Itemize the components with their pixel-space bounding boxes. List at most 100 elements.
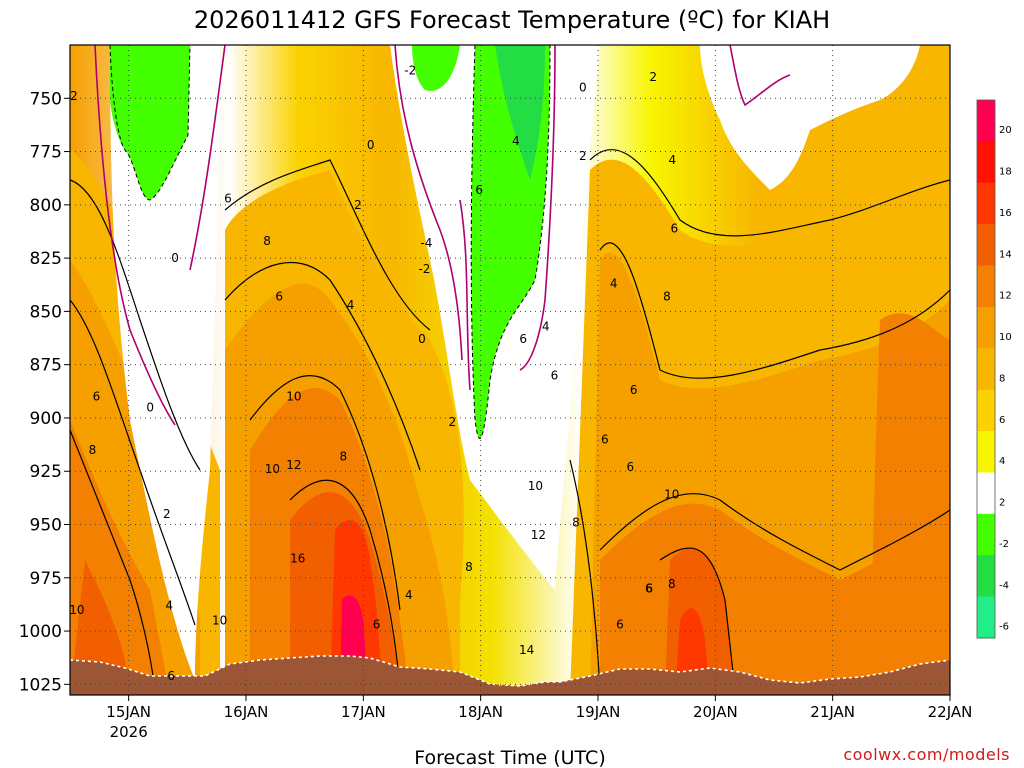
y-tick-label: 950 bbox=[30, 516, 62, 536]
zero-contour bbox=[394, 45, 463, 361]
contour-label: 6 bbox=[626, 460, 634, 474]
y-axis: 750 775 800 825 850 875 900 925 950 975 1000 1025 bbox=[19, 89, 70, 695]
contour-line bbox=[589, 149, 950, 237]
contour-label: 10 bbox=[286, 390, 301, 404]
colorbar-label: 20 bbox=[999, 125, 1012, 136]
contour-label: 16 bbox=[290, 552, 305, 566]
contour-label: 6 bbox=[475, 183, 483, 197]
colorbar: 20 18 16 14 12 10 8 6 4 2 -2 -4 -6 bbox=[976, 99, 1012, 639]
colorbar-label: 2 bbox=[999, 498, 1005, 509]
contour-line bbox=[224, 262, 421, 471]
late-band-east bbox=[870, 313, 950, 695]
zero-contour bbox=[189, 45, 226, 271]
y-tick-label: 750 bbox=[30, 89, 62, 109]
colorbar-label: -6 bbox=[999, 622, 1009, 633]
y-tick-label: 975 bbox=[30, 569, 62, 589]
colorbar-swatch bbox=[977, 224, 995, 267]
colorbar-label: 12 bbox=[999, 291, 1012, 302]
contour-label: 6 bbox=[519, 332, 527, 346]
contour-label: 8 bbox=[339, 449, 347, 463]
contour-label: 8 bbox=[572, 515, 580, 529]
contour-label: -2 bbox=[418, 262, 430, 276]
contour-line bbox=[70, 429, 156, 691]
colorbar-swatch bbox=[977, 431, 995, 473]
contour-fields: 2 0 0 6 8 10 2 4 6 6 8 6 10 10 12 10 16 8 4 2 0 -2 -4 -2 0 2 4 6 6 4 6… bbox=[70, 45, 950, 695]
colorbar-swatch bbox=[977, 265, 995, 308]
contour-label: 8 bbox=[663, 289, 671, 303]
contour-label: 10 bbox=[265, 462, 280, 476]
contour-label: 14 bbox=[519, 643, 534, 657]
contour-line bbox=[224, 159, 431, 331]
contour-label: 6 bbox=[224, 191, 232, 205]
colorbar-label: 4 bbox=[999, 456, 1005, 467]
colorbar-label: -2 bbox=[999, 539, 1009, 550]
contour-label: 6 bbox=[551, 368, 559, 382]
y-tick-label: 1025 bbox=[19, 675, 62, 695]
zero-contour bbox=[729, 45, 791, 107]
y-tick-label: 775 bbox=[30, 143, 62, 163]
contour-label: 2 bbox=[448, 415, 456, 429]
contour-label: 6 bbox=[670, 221, 678, 235]
contour-label: 2 bbox=[579, 149, 587, 163]
colorbar-swatch bbox=[977, 389, 995, 432]
contour-label: 8 bbox=[668, 577, 676, 591]
colorbar-label: 14 bbox=[999, 249, 1012, 260]
dashed-contour bbox=[470, 45, 551, 439]
contour-label: 2 bbox=[649, 70, 657, 84]
colorbar-label: 18 bbox=[999, 166, 1012, 177]
contour-label: 4 bbox=[610, 277, 618, 291]
contour-label: 6 bbox=[275, 289, 283, 303]
zero-contour bbox=[94, 45, 176, 426]
dashed-contours bbox=[109, 45, 551, 439]
contour-label: 0 bbox=[146, 400, 154, 414]
colorbar-swatch bbox=[977, 348, 995, 391]
white-zone-early bbox=[110, 45, 220, 680]
x-tick-label: 15JAN bbox=[106, 703, 151, 721]
contour-label: 4 bbox=[668, 153, 676, 167]
contour-label: 12 bbox=[531, 528, 546, 542]
colorbar-swatch bbox=[977, 472, 995, 515]
chart-title: 2026011412 GFS Forecast Temperature (ºC)… bbox=[194, 6, 830, 34]
contour-label: 4 bbox=[542, 319, 550, 333]
credit-link[interactable]: coolwx.com/models bbox=[843, 745, 1010, 764]
contour-label: 8 bbox=[263, 234, 271, 248]
x-axis-title: Forecast Time (UTC) bbox=[414, 747, 605, 768]
contour-line bbox=[659, 547, 736, 691]
zero-contours bbox=[94, 45, 791, 426]
green-zone-top bbox=[412, 45, 460, 91]
colorbar-swatch bbox=[977, 555, 995, 598]
contour-line bbox=[599, 493, 950, 571]
y-tick-label: 825 bbox=[30, 249, 62, 269]
x-tick-label: 21JAN bbox=[810, 703, 855, 721]
colorbar-label: 6 bbox=[999, 415, 1005, 426]
contour-label: 10 bbox=[664, 488, 679, 502]
colorbar-swatch bbox=[977, 596, 995, 639]
contour-label: 0 bbox=[171, 251, 179, 265]
x-tick-label: 20JAN bbox=[693, 703, 738, 721]
white-zone-late bbox=[700, 45, 920, 190]
y-tick-label: 850 bbox=[30, 302, 62, 322]
x-tick-label: 18JAN bbox=[458, 703, 503, 721]
contour-labels: 2 0 0 6 8 10 2 4 6 6 8 6 10 10 12 10 16 8 4 2 0 -2 -4 -2 0 2 4 6 6 4 6… bbox=[70, 64, 679, 683]
contour-label: 0 bbox=[579, 81, 587, 95]
contour-label: 4 bbox=[512, 134, 520, 148]
contour-label: 6 bbox=[167, 669, 175, 683]
zero-contour bbox=[519, 45, 556, 371]
y-tick-label: 800 bbox=[30, 196, 62, 216]
contour-label: 10 bbox=[212, 613, 227, 627]
colorbar-label: -4 bbox=[999, 580, 1009, 591]
contour-line bbox=[569, 459, 601, 691]
contour-label: 12 bbox=[286, 458, 301, 472]
terrain bbox=[70, 656, 950, 695]
colorbar-frame bbox=[976, 99, 996, 639]
x-tick-label: 22JAN bbox=[928, 703, 973, 721]
contour-line bbox=[599, 242, 950, 379]
contour-line bbox=[249, 374, 401, 611]
contour-line bbox=[289, 479, 401, 691]
contour-label: 8 bbox=[89, 443, 97, 457]
contour-line bbox=[70, 299, 196, 626]
y-tick-label: 900 bbox=[30, 409, 62, 429]
contour-label: 8 bbox=[465, 560, 473, 574]
colorbar-label: 8 bbox=[999, 373, 1005, 384]
